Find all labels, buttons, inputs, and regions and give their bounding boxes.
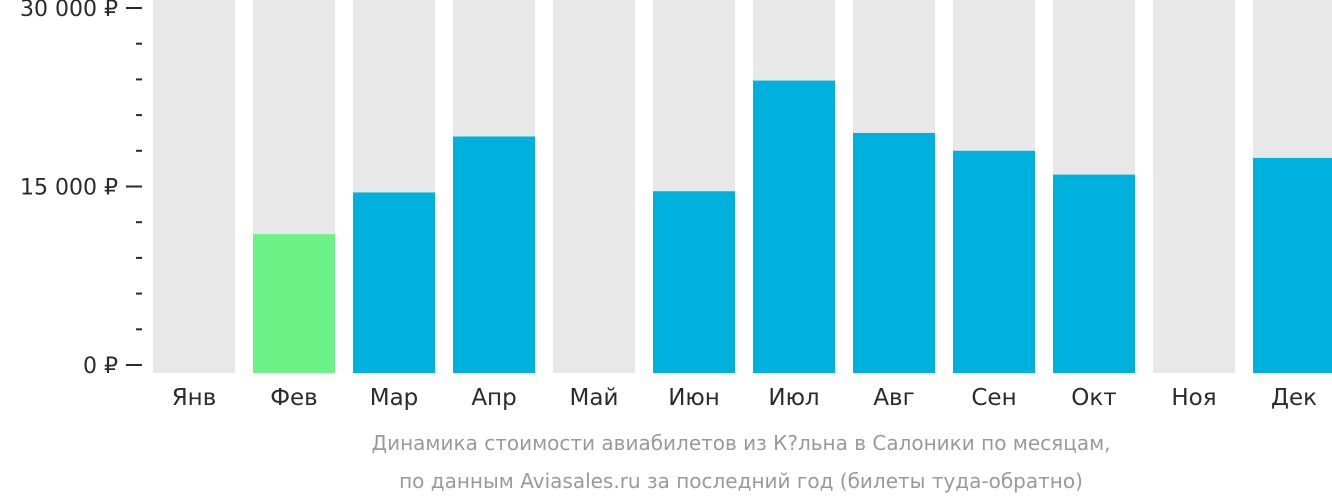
y-tick-label: 15 000 ₽ (20, 176, 118, 201)
x-axis: Янв Фев Мар Апр Май Июн Июл Авг Сен Окт Ноя Дек (172, 385, 1317, 411)
bar[interactable] (653, 191, 735, 373)
bar[interactable] (1053, 174, 1135, 373)
bars (253, 80, 1332, 373)
x-tick-label: Май (570, 385, 619, 411)
bar[interactable] (1253, 157, 1332, 373)
bar[interactable] (853, 132, 935, 373)
x-tick-label: Мар (370, 385, 419, 411)
x-tick-label: Авг (873, 385, 914, 411)
background-column (1153, 0, 1235, 373)
x-tick-label: Июл (768, 385, 819, 411)
x-tick-label: Фев (270, 385, 318, 411)
bar[interactable] (253, 234, 335, 373)
y-axis: 30 000 ₽ 15 000 ₽ 0 ₽ (20, 0, 142, 379)
x-tick-label: Окт (1071, 385, 1116, 411)
bar[interactable] (453, 136, 535, 373)
chart-caption-line-2: по данным Aviasales.ru за последний год … (399, 469, 1083, 493)
x-tick-label: Сен (971, 385, 1016, 411)
x-tick-label: Апр (471, 385, 516, 411)
chart-caption-line-1: Динамика стоимости авиабилетов из К?льна… (371, 431, 1110, 455)
x-tick-label: Янв (172, 385, 217, 411)
bar[interactable] (353, 192, 435, 373)
y-tick-label: 0 ₽ (83, 354, 118, 379)
background-column (153, 0, 235, 373)
bar[interactable] (953, 150, 1035, 373)
x-tick-label: Июн (668, 385, 720, 411)
y-tick-label: 30 000 ₽ (20, 0, 118, 22)
background-column (553, 0, 635, 373)
x-tick-label: Дек (1271, 385, 1317, 411)
x-tick-label: Ноя (1171, 385, 1216, 411)
bar[interactable] (753, 80, 835, 373)
